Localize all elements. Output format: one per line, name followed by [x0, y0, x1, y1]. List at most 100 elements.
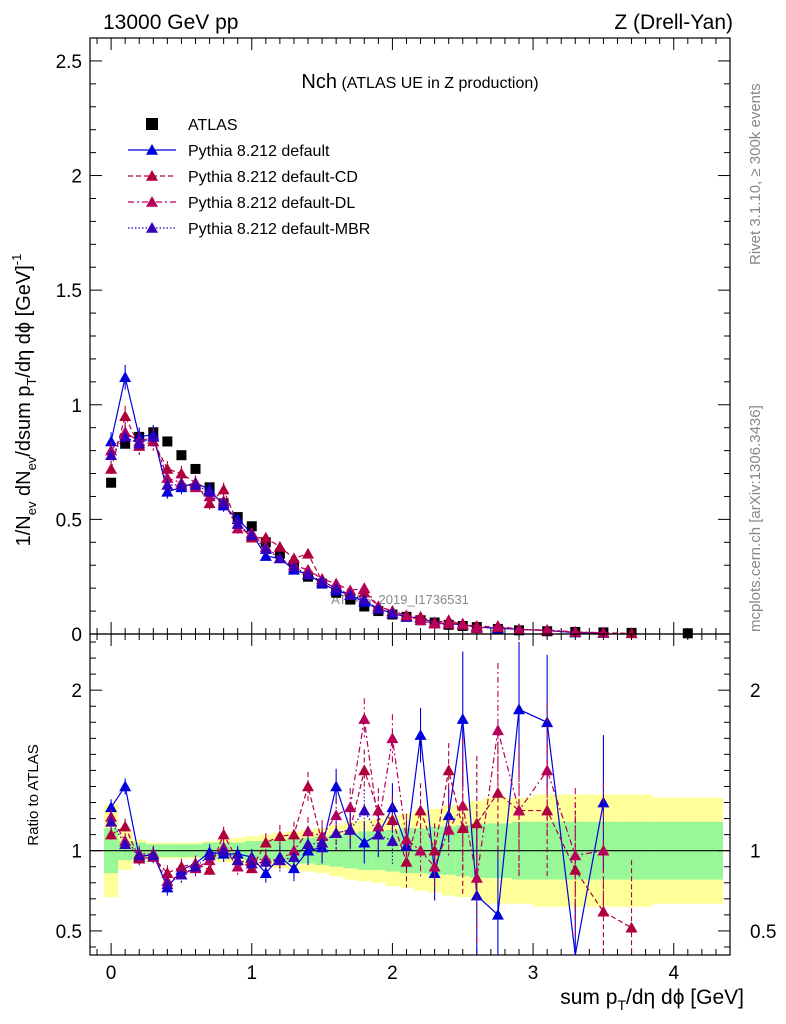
atlas-marker	[682, 628, 693, 639]
ratio-marker-dl	[513, 804, 526, 816]
ratio-y-tick-label: 2	[71, 681, 82, 702]
marker-mbr	[161, 479, 174, 490]
marker-mbr	[105, 449, 118, 460]
ratio-marker-dl	[428, 860, 441, 872]
marker-dl	[428, 617, 441, 629]
marker-mbr	[259, 543, 272, 554]
ratio-marker-mbr	[175, 868, 188, 880]
marker-mbr	[287, 561, 300, 573]
marker-mbr	[189, 479, 202, 490]
ratio-y-tick-label: 1	[71, 842, 82, 863]
ratio-marker-dl	[597, 844, 610, 856]
ratio-marker-mbr	[203, 849, 216, 861]
marker-mbr	[273, 552, 286, 564]
atlas-marker	[120, 438, 131, 449]
ratio-marker-mbr	[119, 838, 132, 850]
ratio-marker-dl	[491, 724, 504, 736]
marker-mbr	[245, 529, 258, 541]
marker-cd	[119, 410, 132, 422]
ratio-marker-dl	[470, 871, 483, 883]
marker-mbr	[358, 593, 371, 605]
marker-mbr	[302, 568, 315, 580]
ratio-marker-mbr	[273, 854, 286, 866]
atlas-marker	[176, 450, 187, 461]
legend-label: Pythia 8.212 default-DL	[188, 195, 355, 212]
ratio-marker-cd	[287, 828, 300, 840]
y-tick-label: 2.5	[56, 52, 82, 73]
ratio-marker-default	[414, 729, 427, 740]
ratio-marker-dl	[316, 830, 329, 842]
marker-cd	[302, 547, 315, 559]
y-tick-label: 2	[71, 167, 82, 188]
ratio-marker-cd	[569, 863, 582, 875]
legend-label: Pythia 8.212 default-CD	[188, 169, 358, 186]
ratio-marker-mbr	[316, 836, 329, 848]
header-left: 13000 GeV pp	[103, 11, 238, 34]
marker-mbr	[217, 497, 230, 509]
ratio-marker-mbr	[358, 804, 371, 816]
ratio-y-tick-label-right: 1	[750, 842, 761, 863]
y-tick-label: 1.5	[56, 281, 82, 302]
marker-mbr	[372, 602, 385, 614]
ratio-marker-mbr	[161, 878, 174, 890]
ratio-marker-dl	[442, 823, 455, 835]
atlas-marker	[162, 436, 173, 447]
ratio-marker-dl	[456, 799, 469, 811]
ratio-marker-mbr	[386, 835, 399, 846]
marker-dl	[456, 617, 469, 629]
marker-cd	[259, 531, 272, 543]
ratio-marker-cd	[105, 828, 118, 840]
mcplots-label: mcplots.cern.ch [arXiv:1306.3436]	[747, 405, 764, 632]
ratio-marker-default	[302, 844, 315, 856]
ratio-marker-default	[119, 780, 132, 792]
ratio-marker-cd	[259, 836, 272, 848]
marker-cd	[203, 497, 216, 509]
legend-marker-atlas	[146, 118, 158, 130]
x-tick-label: 1	[246, 963, 257, 984]
ratio-marker-cd	[302, 780, 315, 792]
ratio-marker-default	[259, 867, 272, 878]
marker-cd	[161, 462, 174, 474]
ratio-marker-default	[456, 713, 469, 724]
ratio-marker-mbr	[217, 844, 230, 856]
legend-label: Pythia 8.212 default	[188, 143, 330, 160]
ratio-marker-default	[358, 836, 371, 848]
header-right: Z (Drell-Yan)	[614, 11, 733, 34]
plot-title: Nch (ATLAS UE in Z production)	[301, 71, 538, 93]
ratio-marker-dl	[386, 732, 399, 744]
ratio-marker-dl	[414, 844, 427, 856]
main-ylabel: 1/Nev dNev/dsum pT/dη dϕ [GeV]-1	[9, 254, 39, 547]
ratio-marker-default	[330, 780, 343, 792]
marker-dl	[414, 614, 427, 626]
marker-mbr	[133, 437, 146, 449]
atlas-marker	[106, 477, 117, 488]
marker-dl	[161, 472, 174, 483]
ratio-marker-dl	[569, 849, 582, 861]
ratio-marker-cd	[442, 764, 455, 776]
legend-marker-mbr	[146, 222, 158, 233]
ratio-frame	[89, 633, 731, 956]
ratio-line-mbr	[110, 809, 393, 886]
marker-mbr	[203, 485, 216, 497]
ratio-marker-dl	[344, 801, 357, 813]
marker-mbr	[175, 479, 188, 490]
ratio-marker-default	[513, 703, 526, 715]
ratio-marker-mbr	[344, 823, 357, 835]
marker-cd	[287, 552, 300, 564]
ratio-marker-mbr	[259, 855, 272, 867]
x-tick-label: 4	[668, 963, 679, 984]
y-tick-label: 1	[71, 396, 82, 417]
ratio-marker-dl	[400, 833, 413, 845]
marker-default	[259, 550, 272, 561]
ratio-marker-mbr	[105, 815, 118, 827]
legend-label: ATLAS	[188, 117, 238, 134]
x-axis-title: sum pT/dη dϕ [GeV]	[560, 986, 744, 1013]
rivet-label: Rivet 3.1.10, ≥ 300k events	[747, 83, 764, 265]
x-tick-label: 3	[528, 963, 539, 984]
ratio-marker-cd	[470, 817, 483, 829]
marker-mbr	[231, 517, 244, 529]
ratio-marker-mbr	[245, 857, 258, 869]
ratio-marker-mbr	[330, 827, 343, 838]
ratio-panel: 0 1 2 3 4 0.5 0.5 1 1 2 2	[56, 633, 776, 984]
marker-cd	[175, 467, 188, 479]
